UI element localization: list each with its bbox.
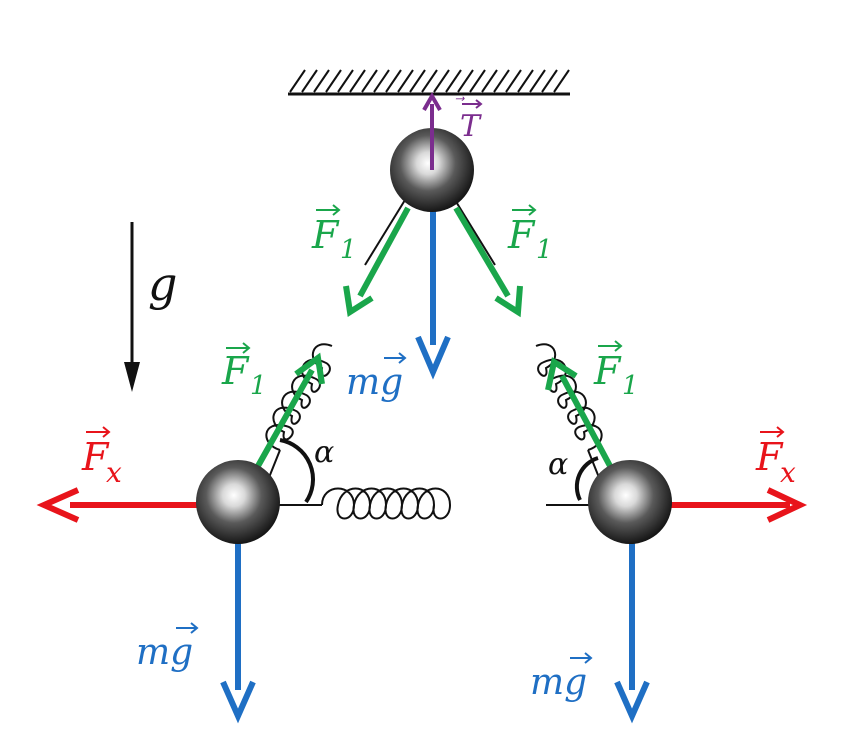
- weight-label-center: mg: [346, 352, 407, 403]
- gravity-label: g: [148, 257, 177, 311]
- svg-text:1: 1: [340, 235, 357, 265]
- svg-text:⃗: ⃗: [455, 96, 465, 101]
- fx-label-left: F x: [81, 426, 122, 489]
- weight-arrow-right: [614, 520, 650, 724]
- tension-arrow: [422, 91, 442, 170]
- svg-text:1: 1: [622, 371, 639, 401]
- f1-arrow-bottom-left: [255, 352, 325, 468]
- weight-label-right: mg: [530, 652, 593, 703]
- weight-label-left: mg: [136, 622, 199, 673]
- f1-arrow-top-left: [343, 206, 411, 317]
- svg-text:F: F: [755, 435, 784, 479]
- angle-label-left: α: [314, 435, 334, 470]
- svg-text:F: F: [221, 349, 250, 393]
- svg-text:1: 1: [250, 371, 267, 401]
- fx-arrow-left: [36, 487, 200, 523]
- weight-arrow-left: [220, 520, 256, 724]
- svg-text:x: x: [780, 456, 796, 489]
- svg-text:F: F: [81, 435, 110, 479]
- svg-text:mg: mg: [136, 632, 193, 673]
- svg-text:T: T: [460, 109, 482, 144]
- f1-label-bottom-right: F 1: [593, 340, 639, 401]
- fx-arrow-right: [668, 487, 808, 523]
- svg-text:x: x: [106, 456, 122, 489]
- fx-label-right: F x: [755, 426, 796, 489]
- gravity-arrow: [124, 222, 140, 392]
- ceiling: [288, 69, 570, 96]
- svg-text:mg: mg: [530, 662, 587, 703]
- ball-right: [588, 460, 672, 544]
- ball-left: [196, 460, 280, 544]
- svg-text:1: 1: [536, 235, 553, 265]
- f1-label-bottom-left: F 1: [221, 342, 267, 401]
- angle-label-right: α: [548, 447, 568, 482]
- f1-label-top-right: F 1: [507, 204, 553, 265]
- svg-text:F: F: [311, 213, 340, 257]
- angle-arc-left: [279, 438, 315, 504]
- spring-bottom: [278, 487, 592, 520]
- svg-text:F: F: [593, 349, 622, 393]
- f1-arrow-top-right: [453, 206, 523, 318]
- svg-text:mg: mg: [346, 362, 403, 403]
- tension-label: T ⃗: [455, 96, 483, 144]
- svg-text:F: F: [507, 213, 536, 257]
- f1-arrow-bottom-right: [545, 357, 613, 468]
- f1-label-top-left: F 1: [311, 204, 357, 265]
- angle-arc-right: [574, 456, 599, 501]
